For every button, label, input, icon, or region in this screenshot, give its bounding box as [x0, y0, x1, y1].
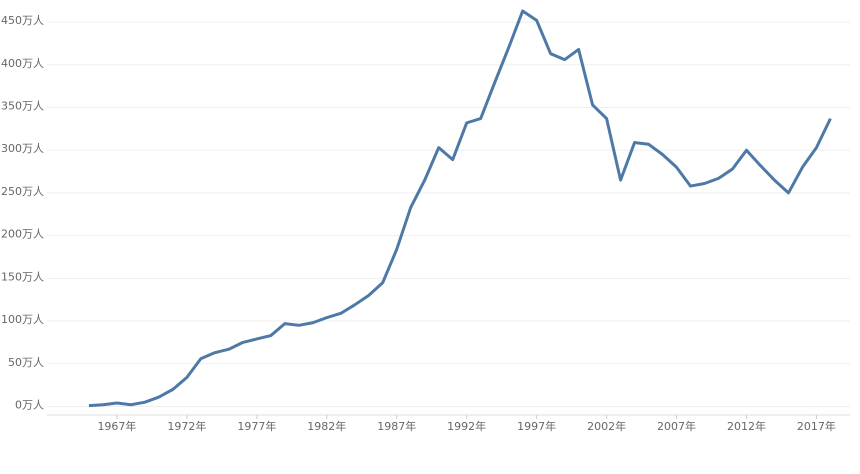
y-tick-label: 0万人	[15, 398, 44, 411]
y-tick-label: 250万人	[1, 185, 44, 198]
x-tick-label: 2007年	[657, 419, 696, 433]
x-tick-label: 2017年	[797, 419, 836, 433]
x-tick-label: 1987年	[377, 419, 416, 433]
y-tick-label: 350万人	[1, 100, 44, 113]
y-tick-label: 300万人	[1, 142, 44, 155]
x-tick-label: 2012年	[727, 419, 766, 433]
x-tick-label: 1972年	[167, 419, 206, 433]
line	[88, 9, 832, 408]
y-tick-label: 150万人	[1, 270, 44, 283]
x-tick-label: 2002年	[587, 419, 626, 433]
x-tick-label: 1982年	[307, 419, 346, 433]
x-tick-label: 1997年	[517, 419, 556, 433]
y-tick-label: 50万人	[8, 356, 44, 369]
x-tick-label: 1977年	[237, 419, 276, 433]
y-tick-label: 200万人	[1, 228, 44, 241]
x-tick-label: 1967年	[97, 419, 136, 433]
x-tick-label: 1992年	[447, 419, 486, 433]
y-tick-label: 450万人	[1, 14, 44, 27]
y-tick-label: 100万人	[1, 313, 44, 326]
y-tick-label: 400万人	[1, 57, 44, 70]
